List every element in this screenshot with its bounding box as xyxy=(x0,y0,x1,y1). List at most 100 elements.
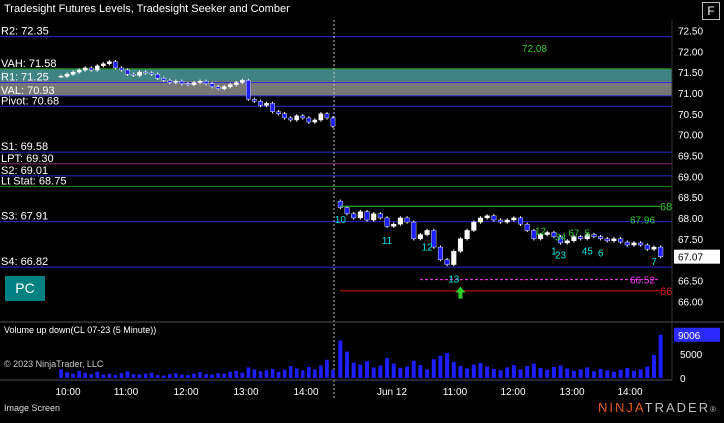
volume-bar xyxy=(378,365,383,378)
candle-body xyxy=(504,219,510,223)
volume-bar xyxy=(351,362,356,378)
swing-count-label: 6 xyxy=(598,248,604,259)
volume-bar xyxy=(252,369,257,378)
swing-count-label: 13 xyxy=(448,274,460,285)
candle-body xyxy=(364,211,370,221)
volume-bar xyxy=(180,374,184,378)
ninjatrader-logo: NINJATRADER® xyxy=(598,400,718,415)
candle-body xyxy=(484,215,490,219)
candle-body xyxy=(658,246,664,257)
candle-body xyxy=(209,83,215,87)
logo-ninja: NINJA xyxy=(598,400,645,415)
y-tick-label: 68.00 xyxy=(678,214,703,225)
volume-bar xyxy=(210,374,214,378)
candle-body xyxy=(611,238,617,242)
volume-bar xyxy=(125,371,130,378)
volume-tick-label: 5000 xyxy=(680,350,703,361)
x-tick-label: 11:00 xyxy=(114,387,139,398)
candle-body xyxy=(125,69,130,75)
volume-bar xyxy=(167,374,172,378)
candle-body xyxy=(94,65,100,71)
y-tick-label: 68.50 xyxy=(678,193,703,204)
volume-bar xyxy=(651,354,656,378)
volume-bar xyxy=(645,366,650,378)
candle-body xyxy=(578,236,584,239)
candle-body xyxy=(431,230,437,248)
candle-body xyxy=(227,84,233,87)
volume-bar xyxy=(531,363,536,378)
candle-body xyxy=(344,207,350,214)
candle-body xyxy=(397,217,403,225)
level-label: Lt Stat: 68.75 xyxy=(1,176,66,188)
candle-body xyxy=(417,234,423,239)
y-tick-label: 66.00 xyxy=(678,297,703,308)
pc-button[interactable]: PC xyxy=(5,276,45,301)
last-price-box xyxy=(674,249,720,264)
volume-bar xyxy=(525,366,530,378)
candle-body xyxy=(538,234,544,239)
candle-body xyxy=(618,238,624,243)
candle-body xyxy=(584,234,590,239)
volume-bar xyxy=(264,370,269,378)
candle-body xyxy=(258,101,263,106)
volume-bar xyxy=(325,359,329,378)
volume-bar xyxy=(198,372,202,378)
volume-bar xyxy=(174,373,178,378)
price-annotation: 66.52 xyxy=(630,276,655,287)
candle-body xyxy=(544,232,550,235)
candle-body xyxy=(357,211,363,219)
candle-body xyxy=(351,213,357,219)
level-label: VAH: 71.58 xyxy=(1,58,56,70)
candle-body xyxy=(288,117,293,121)
candle-body xyxy=(306,117,312,123)
candle-body xyxy=(598,236,604,239)
candle-body xyxy=(471,221,477,231)
candle-body xyxy=(240,80,245,83)
volume-bar xyxy=(538,367,543,378)
candle-body xyxy=(185,83,191,85)
swing-count-label: 23 xyxy=(555,251,567,262)
candle-body xyxy=(631,242,637,246)
y-tick-label: 67.50 xyxy=(678,235,703,246)
swing-count-label: 1 xyxy=(551,246,557,257)
candle-body xyxy=(58,76,64,78)
candle-body xyxy=(113,61,118,69)
level-label: S2: 69.01 xyxy=(1,165,48,177)
volume-bar xyxy=(631,370,636,378)
level-label: S4: 66.82 xyxy=(1,256,48,268)
y-tick-label: 69.00 xyxy=(678,172,703,183)
y-tick-label: 69.50 xyxy=(678,151,703,162)
candle-body xyxy=(558,236,564,244)
volume-bar xyxy=(143,373,148,378)
volume-bar xyxy=(186,375,190,378)
volume-bar xyxy=(431,359,436,378)
candle-body xyxy=(624,241,630,246)
candle-body xyxy=(651,246,657,250)
y-tick-label: 71.50 xyxy=(678,68,703,79)
candle-body xyxy=(517,217,524,225)
x-tick-label: 14:00 xyxy=(293,387,318,398)
volume-bar xyxy=(511,365,516,378)
volume-bar xyxy=(107,373,112,378)
candle-body xyxy=(377,213,383,219)
volume-bar xyxy=(282,369,287,378)
up-arrow-signal xyxy=(455,286,466,299)
f-button[interactable]: F xyxy=(702,2,720,20)
volume-bar xyxy=(276,371,281,378)
candle-body xyxy=(318,113,324,121)
candle-body xyxy=(203,81,209,84)
candle-body xyxy=(107,61,112,64)
volume-bar xyxy=(618,369,623,378)
candle-body xyxy=(451,251,457,265)
volume-bar xyxy=(405,366,410,378)
candle-body xyxy=(294,115,300,121)
volume-bar xyxy=(658,334,663,378)
swing-count-label: 67 xyxy=(568,229,580,240)
volume-bar xyxy=(338,340,343,378)
level-label: LPT: 69.30 xyxy=(1,153,54,165)
volume-tick-label: 0 xyxy=(680,374,686,385)
volume-bar xyxy=(216,373,220,378)
x-tick-label: 11:00 xyxy=(443,387,468,398)
candle-body xyxy=(282,113,287,119)
